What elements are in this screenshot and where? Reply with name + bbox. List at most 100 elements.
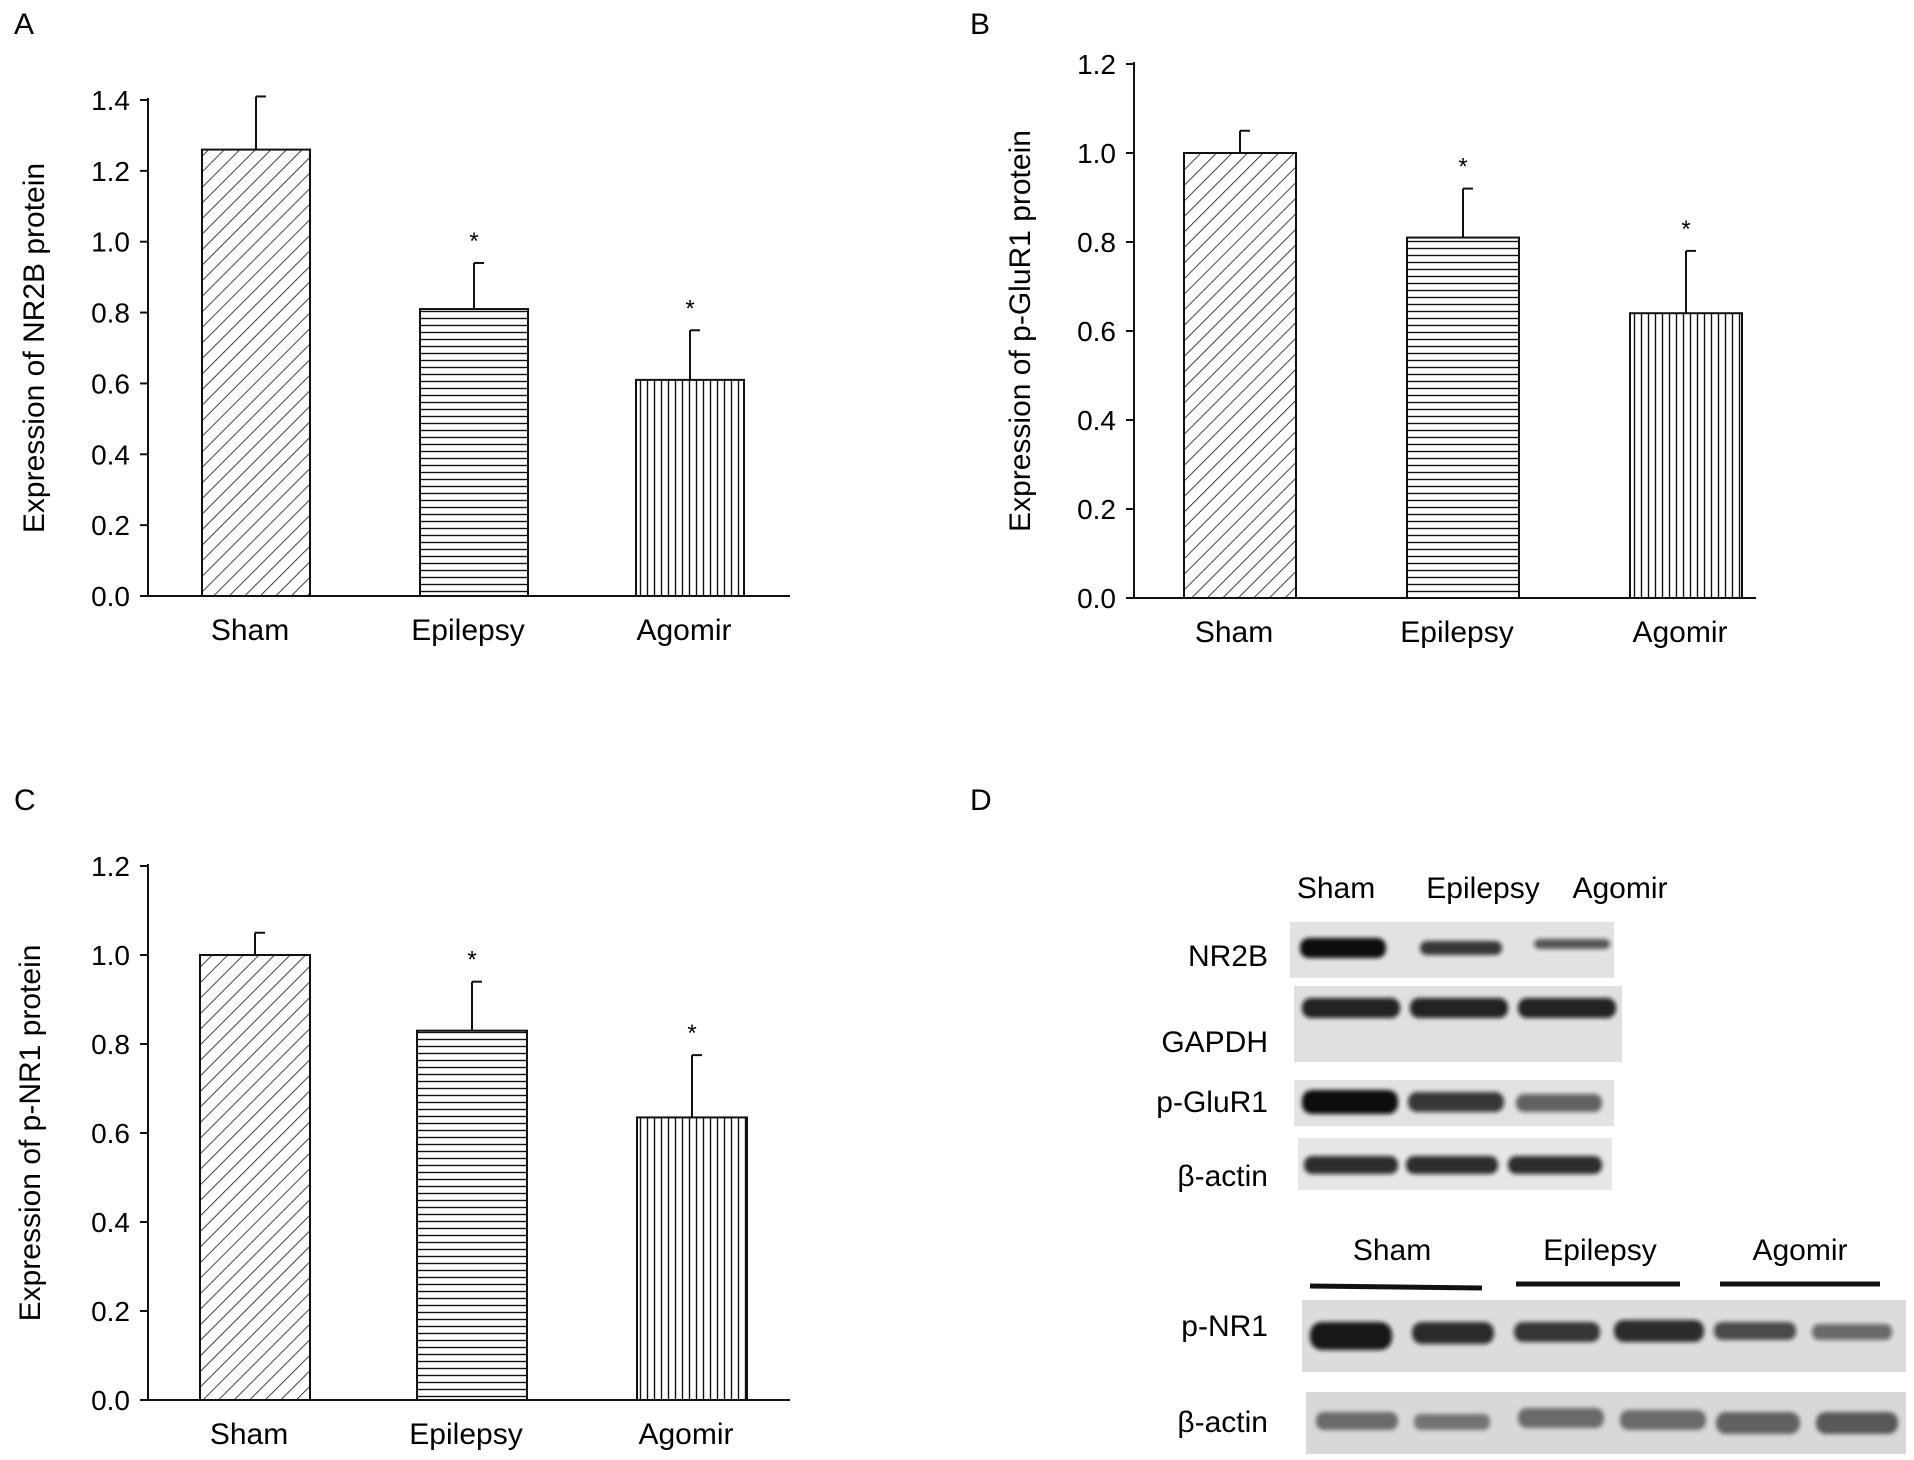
y-axis-label: Expression of p-NR1 protein: [14, 945, 47, 1322]
bottom-lane-sham: Sham: [1353, 1234, 1431, 1267]
x-tick-label: Sham: [211, 614, 289, 647]
band: [1514, 1322, 1600, 1342]
top-lane-epilepsy: Epilepsy: [1426, 872, 1539, 905]
blot-label-beta-actin-top: β-actin: [1177, 1160, 1268, 1193]
bar-epilepsy: [419, 308, 529, 597]
y-tick-label: 0.2: [1077, 494, 1116, 525]
band: [1420, 941, 1502, 955]
band: [1518, 1408, 1604, 1428]
y-tick-label: 1.0: [1077, 138, 1116, 169]
y-tick-label: 0.0: [1077, 583, 1116, 614]
band: [1812, 1324, 1892, 1340]
band: [1620, 1410, 1706, 1430]
band: [1508, 1156, 1602, 1174]
x-tick-label: Epilepsy: [409, 1418, 522, 1451]
y-tick-label: 1.2: [91, 156, 130, 187]
y-tick-label: 0.8: [91, 298, 130, 329]
y-tick-label: 0.6: [91, 368, 130, 399]
significance-marker: *: [1458, 154, 1467, 181]
bar-sham: [199, 954, 311, 1401]
y-tick-label: 1.2: [91, 851, 130, 882]
y-tick-label: 0.0: [91, 581, 130, 612]
significance-marker: *: [1681, 216, 1690, 243]
lane-bar-sham: [1309, 1283, 1483, 1291]
band: [1316, 1412, 1398, 1430]
band: [1302, 1090, 1398, 1114]
bottom-lane-agomir: Agomir: [1752, 1234, 1847, 1267]
blot-strip-nr2b: [1290, 922, 1614, 978]
y-tick-label: 0.4: [1077, 405, 1116, 436]
blot-label-p-nr1: p-NR1: [1181, 1310, 1268, 1343]
y-tick-label: 0.2: [91, 1296, 130, 1327]
panel-d: D Sham Epilepsy Agomir NR2B GAPDH p-GluR…: [970, 784, 1906, 1454]
band: [1614, 1320, 1704, 1342]
band: [1412, 1322, 1494, 1344]
blot-label-p-glur1: p-GluR1: [1156, 1086, 1268, 1119]
bar-agomir: [636, 1116, 748, 1402]
band: [1408, 1092, 1504, 1112]
band: [1714, 1322, 1796, 1340]
bar-agomir: [1629, 312, 1743, 599]
blot-strip-p-glur1: [1294, 1080, 1614, 1126]
y-tick-label: 0.0: [91, 1385, 130, 1416]
blot-strip-beta-actin-bottom: [1306, 1392, 1906, 1454]
y-tick-label: 1.4: [91, 85, 130, 116]
band: [1406, 1156, 1498, 1174]
x-tick-label: Sham: [210, 1418, 288, 1451]
significance-marker: *: [687, 1020, 696, 1047]
y-tick-label: 0.8: [1077, 227, 1116, 258]
bar-sham: [201, 148, 311, 597]
x-tick-label: Agomir: [638, 1418, 733, 1451]
x-tick-label: Epilepsy: [411, 614, 524, 647]
band: [1302, 998, 1400, 1018]
band: [1518, 998, 1616, 1018]
y-tick-label: 0.2: [91, 510, 130, 541]
blot-label-gapdh: GAPDH: [1161, 1026, 1268, 1059]
significance-marker: *: [685, 295, 694, 322]
y-tick-label: 0.4: [91, 1207, 130, 1238]
x-tick-label: Agomir: [1632, 616, 1727, 649]
panel-d-label: D: [970, 784, 992, 817]
chart-a: 0.0 0.2 0.4 0.6 0.8 1.0 1.2 1.4 Expression of NR…: [18, 85, 790, 647]
panel-c-label: C: [14, 784, 36, 817]
y-tick-label: 0.6: [1077, 316, 1116, 347]
blot-label-beta-actin-bottom: β-actin: [1177, 1406, 1268, 1439]
panel-a-label: A: [14, 8, 34, 41]
panel-b: B 0.0 0.2 0.4 0.6 0.8 1.0 1.2 Expression of p-G…: [970, 8, 1756, 649]
bar-agomir: [635, 378, 745, 597]
band: [1716, 1412, 1800, 1434]
band: [1310, 1322, 1392, 1350]
blot-strip-beta-actin-top: [1298, 1138, 1612, 1190]
blot-strip-gapdh: [1294, 986, 1622, 1062]
y-tick-label: 0.4: [91, 439, 130, 470]
top-lane-agomir: Agomir: [1572, 872, 1667, 905]
panel-a: A 0.0 0.2 0.4 0.6 0.8 1.0 1.2 1.4 Expression of …: [14, 8, 790, 647]
band: [1300, 938, 1386, 958]
band: [1516, 1094, 1602, 1112]
y-tick-label: 0.8: [91, 1029, 130, 1060]
significance-marker: *: [467, 947, 476, 974]
y-tick-label: 1.2: [1077, 49, 1116, 80]
band: [1414, 1414, 1490, 1430]
bar-sham: [1183, 152, 1297, 599]
y-tick-label: 1.0: [91, 940, 130, 971]
significance-marker: *: [469, 228, 478, 255]
top-lane-sham: Sham: [1297, 872, 1375, 905]
band: [1410, 998, 1508, 1018]
y-tick-label: 0.6: [91, 1118, 130, 1149]
x-tick-label: Sham: [1195, 616, 1273, 649]
panel-b-label: B: [970, 8, 990, 41]
band: [1304, 1156, 1398, 1174]
bar-epilepsy: [416, 1029, 528, 1402]
x-tick-label: Epilepsy: [1400, 616, 1513, 649]
blot-strip-p-nr1: [1302, 1300, 1906, 1372]
y-axis-label: Expression of NR2B protein: [18, 163, 51, 533]
chart-c: 0.0 0.2 0.4 0.6 0.8 1.0 1.2 Expression of p-NR1…: [14, 851, 790, 1451]
band: [1816, 1412, 1898, 1434]
y-axis-label: Expression of p-GluR1 protein: [1004, 130, 1037, 532]
y-tick-label: 1.0: [91, 227, 130, 258]
band: [1534, 939, 1610, 949]
blot-label-nr2b: NR2B: [1188, 940, 1268, 973]
x-tick-label: Agomir: [636, 614, 731, 647]
